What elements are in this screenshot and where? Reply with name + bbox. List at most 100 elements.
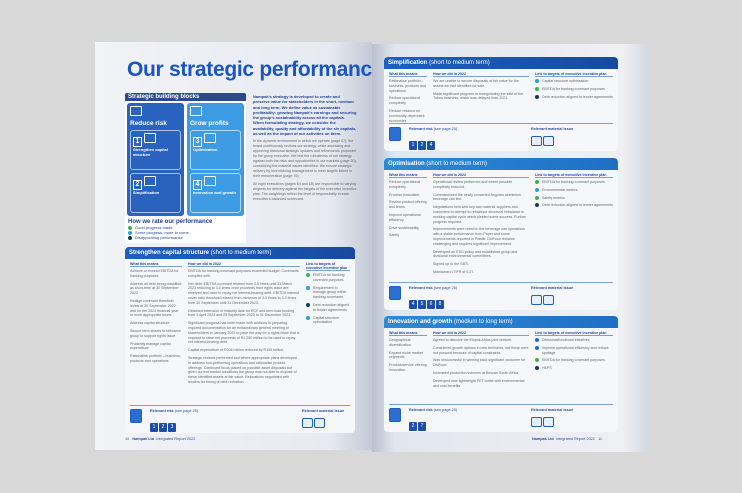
did-item: Developed an ESG policy and established … [433,249,518,259]
simplify-icon [144,176,156,186]
col-header-did: How we did in 2022 [433,72,529,77]
status-dot-icon [535,338,539,342]
risk-page-ref: (see page 25) [433,408,458,412]
status-dot-icon [306,315,310,320]
capital-icon [144,133,156,143]
link-label: Improve operational efficiency and reduc… [542,345,609,355]
status-dot-icon [306,302,310,307]
risk-badge: 5 [418,300,426,309]
col-header-links: Link to targets of executive incentive p… [535,72,613,77]
rating-label: Good progress made [135,225,173,230]
incentive-link: Capital structure optimisation [535,79,613,84]
status-dot-icon [128,235,132,240]
page-footer: Nampak Ltd Integrated Report 2022 11 [532,437,602,441]
block-label: Optimisation [193,147,218,152]
col-header-links: Link to targets of executive incentive p… [306,262,350,271]
risk-badge: 2 [409,422,417,431]
col-header-did: How we did in 2022 [433,173,529,178]
link-label: Environmental metrics [542,187,578,192]
material-label: Relevant material issue [531,286,574,290]
section-title: Innovation and growth [388,319,453,325]
status-dot-icon [535,94,539,99]
col-header-means: What this means [389,331,427,336]
page-title: Our strategic performance [127,58,384,81]
link-label: EBITDA for banking covenant purposes [313,273,345,282]
incentive-link: HEPS [535,366,613,371]
risk-label: Relevant risk [409,408,433,412]
section-title: Optimisation [388,161,425,167]
material-issue-icon [543,136,554,146]
did-item: Significant progress has been made with … [188,321,300,345]
block-number: 2 [133,180,142,190]
means-item: Reduce reliance on commodity-dependent e… [389,108,425,123]
block-4: 4 Innovation and growth [190,173,241,213]
reduce-risk-panel: Reduce risk 1 Strengthen capital structur… [127,103,184,216]
did-item: Obtained extension of maturity date for … [188,308,295,318]
means-item: Realign covenant threshold levels at 30 … [130,298,179,318]
col-header-links: Link to targets of executive incentive p… [535,331,613,336]
col-header-did: How we did in 2022 [433,331,529,336]
block-number: 3 [193,137,202,147]
did-item: EBITDA for banking covenant purposes exc… [188,269,299,278]
did-item: Developed new lightweight PET bottle wit… [433,378,525,388]
means-item: Achieve or exceed EBITDA for banking pur… [130,269,179,278]
section-simplification: Simplification (short to medium term) Wha… [384,57,618,151]
page-footer: 10 Nampak Ltd Integrated Report 2022 [125,437,195,441]
incentive-link: Debt reduction aligned to lender agreeme… [306,302,350,313]
grow-profits-panel: Grow profits 3 Optimisation 4 Innovation a… [187,103,244,216]
section-term: (medium to long term) [454,319,513,325]
link-label: HEPS [542,366,552,371]
status-dot-icon [128,225,132,230]
rating-label: Some progress, more to come [135,230,189,235]
col-header-means: What this means [389,72,427,77]
section-header: Strengthen capital structure (short to m… [125,247,355,259]
status-dot-icon [535,187,539,192]
material-label: Relevant material issue [531,127,574,131]
link-label: Debt reduction aligned to lender agreeme… [542,203,613,208]
means-item: Safety [389,233,400,238]
col-header-means: What this means [130,262,182,267]
status-dot-icon [535,366,539,371]
intro: Nampak's strategy is developed to create… [253,94,357,202]
incentive-link: Debt reduction aligned to lender agreeme… [535,203,613,208]
col-header-did: How we did in 2022 [188,262,300,267]
incentive-link: EBITDA for banking covenant purposes [535,180,613,185]
material-issue-icon [302,418,313,428]
incentive-link: EBITDA for banking covenant purposes [306,273,350,283]
risk-badge: 2 [418,141,426,150]
intro-paragraph: All eight executives (pages 64 and 65) a… [253,182,357,202]
rating-item: Good progress made [128,225,243,230]
section-term: (short to medium term) [429,60,490,66]
means-item: Improve operational efficiency [389,212,421,222]
rating-item: Disappointing performance [128,235,243,240]
col-header-means: What this means [389,173,427,178]
incentive-link: Debt reduction aligned to lender agreeme… [535,94,613,100]
rating-label: Disappointing performance [135,235,183,240]
did-item: Increased production volumes at Bevcan S… [433,370,520,375]
did-item: Maintained LTIFR of 0.27. [433,269,475,274]
intro-bold: Nampak's strategy is developed to create… [253,94,357,137]
company-name: Nampak Ltd [532,437,554,441]
intro-paragraph: In the dynamic environment in which we o… [253,139,357,179]
risk-badge: 8 [436,300,444,309]
did-item: Negotiations held with key raw material … [433,205,526,224]
did-item: Improvements were noted in the beverage … [433,227,525,246]
risk-badge: 4 [427,141,435,150]
page-number: 10 [125,437,130,441]
section-header: Optimisation (short to medium term) [384,158,618,170]
link-label: EBITDA for banking covenant purposes [542,86,605,91]
did-item: Was unsuccessful in winning back signifi… [433,358,526,368]
link-label: Requirement to manage group within banki… [313,285,347,300]
status-dot-icon [535,358,539,363]
means-item: Drive sustainability [389,225,419,230]
section-header: Innovation and growth (medium to long te… [384,316,618,328]
means-item: Prudently manage capital expenditure [130,341,171,351]
block-number: 1 [133,137,142,147]
link-label: Capital structure optimisation [313,315,340,325]
material-issue-icon [314,418,325,428]
status-dot-icon [535,195,539,200]
risk-label: Relevant risk [409,286,433,290]
block-label: Strengthen capital structure [133,147,168,157]
did-item: Net debt: EBITDA covenant relaxed from 3… [188,281,299,305]
